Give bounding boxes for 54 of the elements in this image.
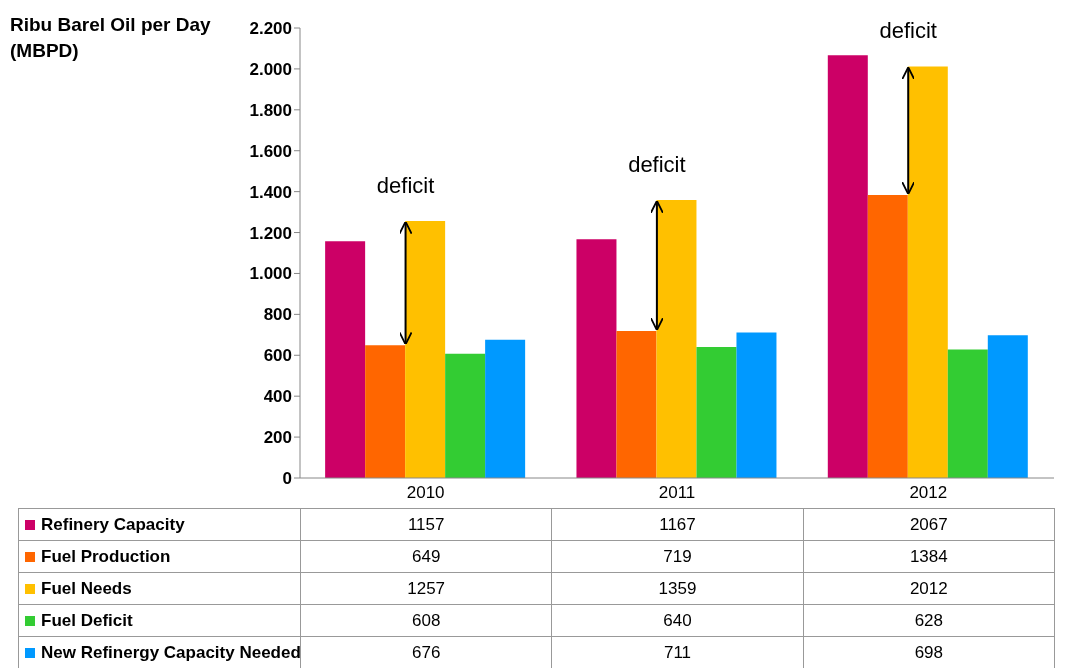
data-label: 608 [300,604,552,637]
legend-label: Fuel Production [18,540,301,573]
data-label: 719 [551,540,804,573]
data-label: 1384 [803,540,1055,573]
data-label: 628 [803,604,1055,637]
bar [405,220,446,478]
annotation: deficit [879,18,937,44]
y-tick-label: 1.400 [249,182,292,202]
x-tick-label: 2011 [658,483,696,503]
y-tick-label: 1.800 [249,100,292,120]
bar [485,339,526,478]
bar [365,345,406,478]
y-tick-label: 200 [263,428,292,448]
data-label: 2067 [803,508,1055,541]
y-axis-title: Ribu Barel Oil per Day (MBPD) [10,13,212,63]
bar [947,349,988,478]
annotation: deficit [376,172,435,198]
bar [827,55,868,478]
y-tick-label: 800 [263,305,292,325]
data-label: 711 [551,636,804,668]
data-label: 676 [300,636,552,668]
y-tick-label: 600 [263,346,292,366]
x-tick-label: 2010 [406,483,445,503]
data-label: 698 [803,636,1055,668]
bar [696,347,737,478]
y-tick-label: 400 [263,387,292,407]
bar [656,200,697,478]
y-tick-label: 1.000 [249,264,292,284]
annotation: deficit [628,152,686,178]
bar [616,330,657,478]
bar [325,241,366,478]
bar [987,335,1028,478]
data-label: 1359 [551,572,804,605]
legend-label: Fuel Deficit [18,604,301,637]
legend-label: Fuel Needs [18,572,301,605]
data-label: 640 [551,604,804,637]
data-label: 649 [300,540,552,573]
data-label: 2012 [803,572,1055,605]
bar [867,194,908,478]
bar [907,66,948,478]
y-tick-label: 1.200 [249,223,292,243]
y-tick-label: 1.600 [249,141,292,161]
y-tick-label: 2.200 [249,19,292,39]
bar [736,332,777,478]
data-label: 1167 [551,508,804,541]
bar [445,353,486,478]
y-tick-label: 2.000 [249,59,292,79]
data-label: 1157 [300,508,552,541]
legend-label: New Refinergy Capacity Needed [18,636,301,668]
legend-label: Refinery Capacity [18,508,301,541]
data-label: 1257 [300,572,552,605]
x-tick-label: 2012 [909,483,948,503]
y-tick-label: 0 [282,469,292,489]
bar [576,239,617,478]
